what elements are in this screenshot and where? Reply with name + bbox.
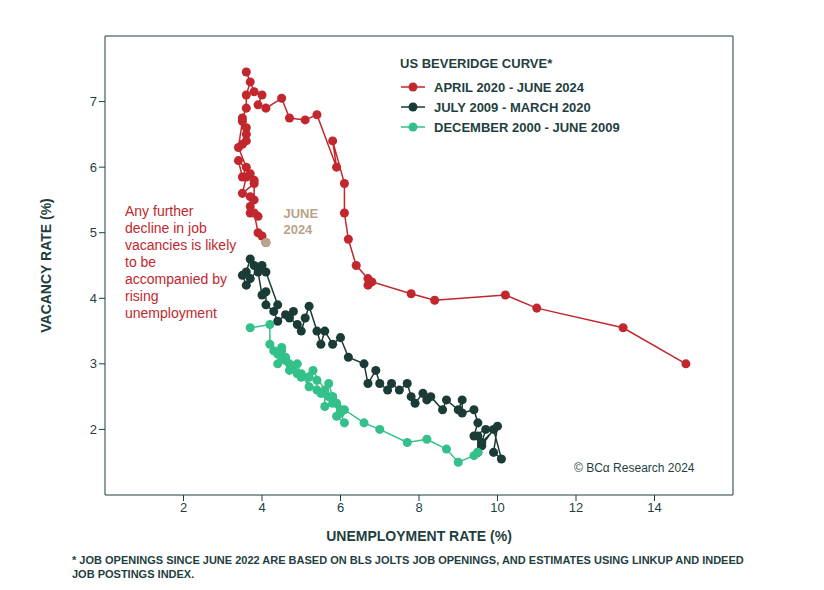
- svg-text:10: 10: [490, 500, 504, 515]
- svg-text:8: 8: [415, 500, 422, 515]
- svg-text:2: 2: [180, 500, 187, 515]
- svg-text:UNEMPLOYMENT RATE (%): UNEMPLOYMENT RATE (%): [326, 528, 512, 544]
- html-text:© BCα Research 2024: © BCα Research 2024: [574, 461, 695, 475]
- html-text:JULY 2009 - MARCH 2020: JULY 2009 - MARCH 2020: [434, 99, 591, 115]
- html-text:* JOB OPENINGS SINCE JUNE 2022: * JOB OPENINGS SINCE JUNE 2022 ARE BASED…: [72, 554, 744, 580]
- svg-text:3: 3: [90, 356, 97, 371]
- svg-text:4: 4: [258, 500, 265, 515]
- svg-text:2: 2: [90, 422, 97, 437]
- svg-text:6: 6: [337, 500, 344, 515]
- svg-text:14: 14: [647, 500, 661, 515]
- html-text:Any further decline in job vac: Any further decline in job vacancies is …: [125, 203, 237, 321]
- svg-text:VACANCY RATE (%): VACANCY RATE (%): [38, 198, 54, 333]
- svg-text:6: 6: [90, 160, 97, 175]
- html-text:DECEMBER 2000 - JUNE 2009: DECEMBER 2000 - JUNE 2009: [434, 119, 620, 135]
- html-text:US BEVERIDGE CURVE*: US BEVERIDGE CURVE*: [400, 56, 553, 71]
- svg-text:4: 4: [90, 291, 97, 306]
- svg-text:12: 12: [569, 500, 583, 515]
- svg-text:7: 7: [90, 94, 97, 109]
- svg-text:5: 5: [90, 225, 97, 240]
- svg-text:JUNE2024: JUNE2024: [283, 206, 318, 237]
- html-text:APRIL 2020 - JUNE 2024: APRIL 2020 - JUNE 2024: [434, 79, 585, 95]
